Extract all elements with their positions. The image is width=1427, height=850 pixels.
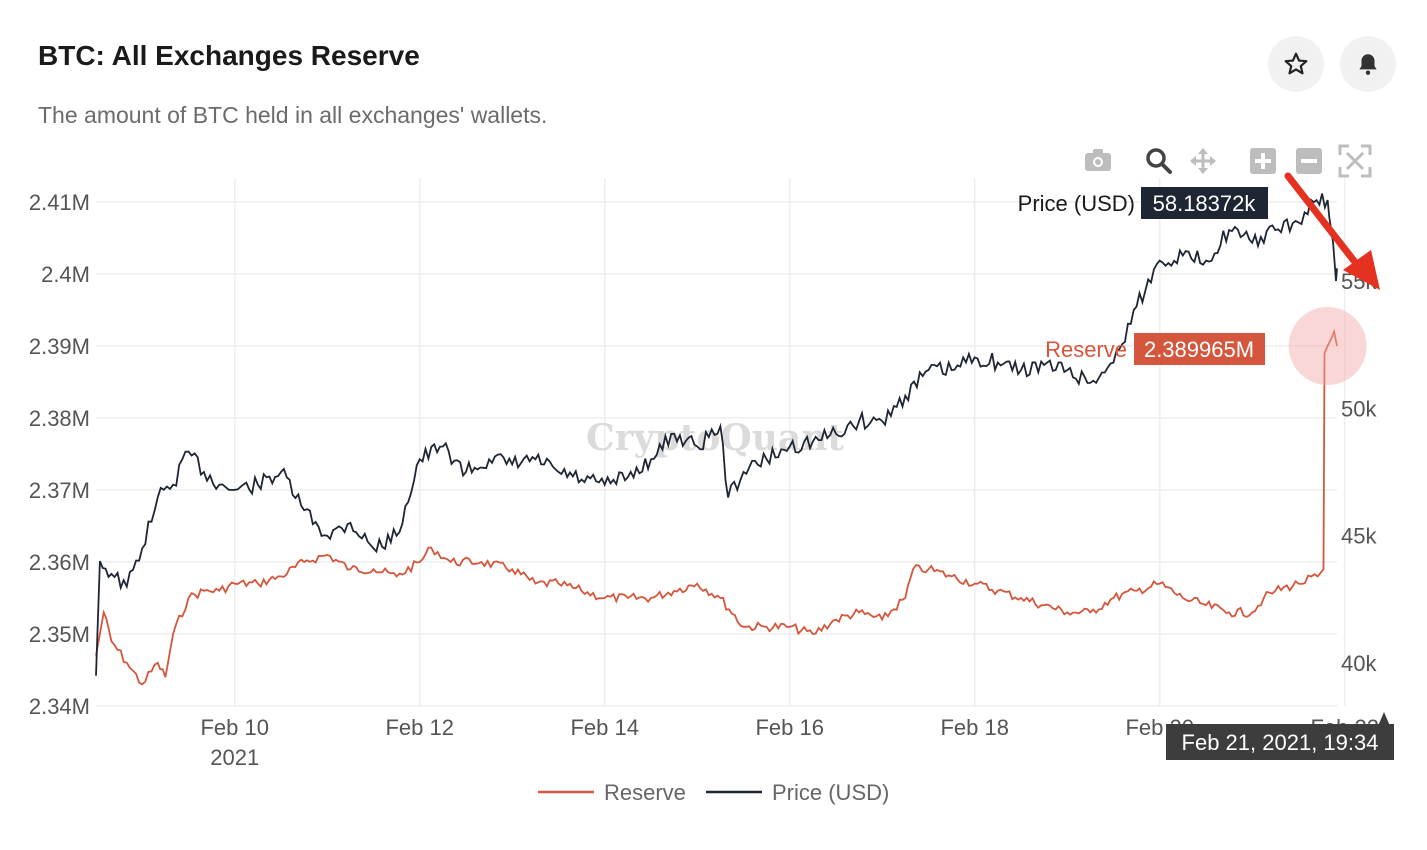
y-left-tick-label: 2.41M: [29, 190, 90, 215]
x-tick-label: Feb 16: [755, 715, 824, 740]
autoscale-icon[interactable]: [1338, 144, 1372, 178]
y-left-tick-label: 2.4M: [41, 262, 90, 287]
hover-highlight: [1288, 307, 1367, 385]
y-right-tick-label: 45k: [1341, 524, 1377, 549]
legend-price-label: Price (USD): [772, 780, 889, 805]
favorite-button[interactable]: [1268, 36, 1324, 92]
price-hover-value: 58.18372k: [1153, 191, 1257, 216]
camera-icon[interactable]: [1085, 149, 1111, 171]
x-tick-label: Feb 10: [200, 715, 269, 740]
chart-toolbar: [1085, 144, 1372, 178]
bell-icon: [1359, 54, 1377, 75]
date-hover-label: Feb 21, 2021, 19:34: [1166, 712, 1394, 760]
price-series-line: [95, 193, 1338, 676]
date-hover-value: Feb 21, 2021, 19:34: [1182, 730, 1379, 755]
x-tick-label: Feb 14: [570, 715, 639, 740]
y-right-tick-label: 40k: [1341, 651, 1377, 676]
y-right-tick-label: 50k: [1341, 396, 1377, 421]
x-gridlines: [233, 178, 1346, 706]
zoom-in-icon[interactable]: [1250, 148, 1276, 174]
alert-button[interactable]: [1340, 36, 1396, 92]
zoom-icon[interactable]: [1146, 148, 1172, 174]
y-gridlines: [96, 201, 1337, 707]
pan-icon[interactable]: [1190, 148, 1216, 174]
y-left-tick-label: 2.34M: [29, 694, 90, 719]
price-hover-label: Price (USD) 58.18372k: [1018, 187, 1268, 219]
page-title: BTC: All Exchanges Reserve: [38, 40, 420, 71]
y-left-tick-label: 2.38M: [29, 406, 90, 431]
legend-reserve-label: Reserve: [604, 780, 686, 805]
chart-legend: Reserve Price (USD): [538, 780, 889, 805]
y-left-tick-label: 2.35M: [29, 622, 90, 647]
reserve-hover-name: Reserve: [1045, 337, 1127, 362]
y-left-tick-label: 2.36M: [29, 550, 90, 575]
reserve-series-line: [95, 328, 1338, 686]
y-left-axis: 2.34M 2.35M 2.36M 2.37M 2.38M 2.39M 2.4M 2.41M: [29, 190, 90, 719]
price-hover-name: Price (USD): [1018, 191, 1135, 216]
y-left-tick-label: 2.39M: [29, 334, 90, 359]
zoom-out-icon[interactable]: [1296, 148, 1322, 174]
x-tick-label: Feb 12: [385, 715, 454, 740]
legend-item-price[interactable]: Price (USD): [706, 780, 889, 805]
reserve-hover-value: 2.389965M: [1144, 337, 1254, 362]
page-subtitle: The amount of BTC held in all exchanges'…: [38, 102, 548, 128]
x-tick-sublabel: 2021: [210, 745, 259, 770]
star-icon: [1284, 52, 1308, 75]
legend-item-reserve[interactable]: Reserve: [538, 780, 686, 805]
watermark: CryptoQuant: [586, 417, 844, 459]
annotation-arrow: [1284, 172, 1380, 290]
reserve-hover-label: Reserve 2.389965M: [1045, 333, 1265, 365]
x-tick-label: Feb 18: [940, 715, 1009, 740]
y-left-tick-label: 2.37M: [29, 478, 90, 503]
